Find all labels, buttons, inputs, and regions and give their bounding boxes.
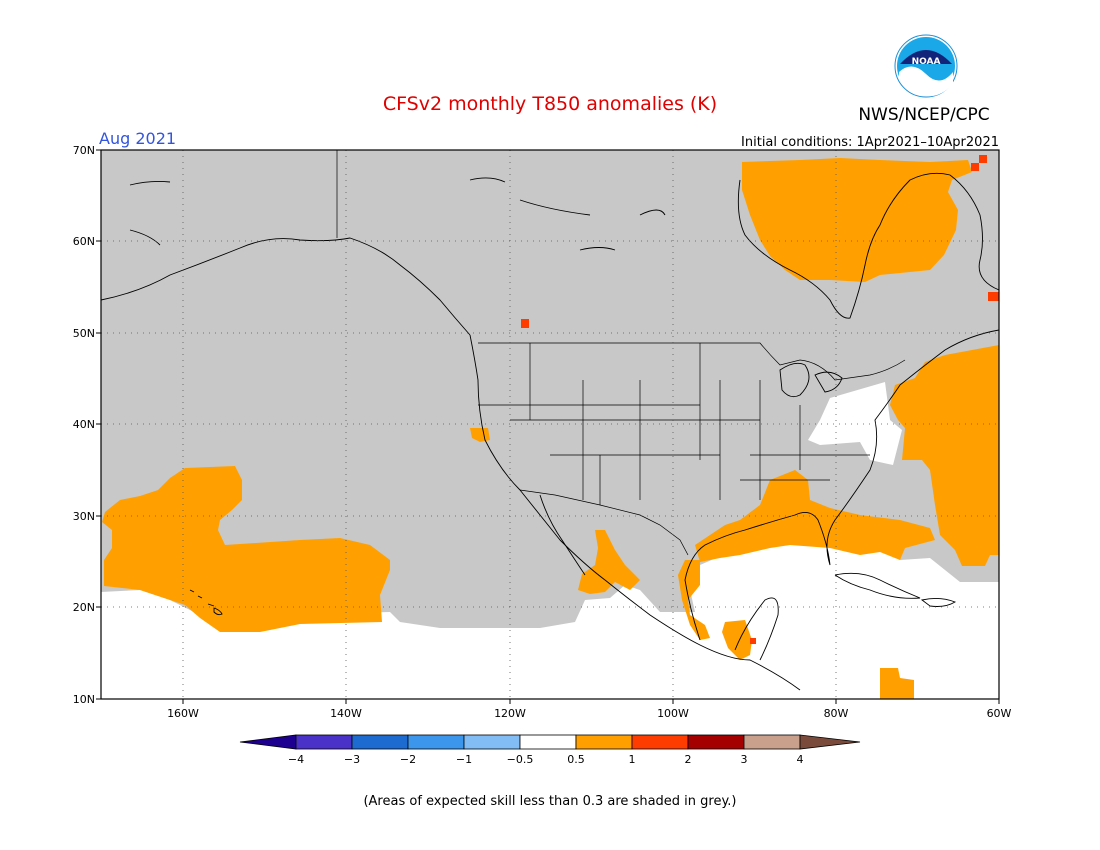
legend-label-m2: −2 [400, 753, 416, 766]
legend-swatch-above-4 [799, 734, 861, 750]
legend-swatch-p05-1 [575, 734, 633, 750]
lat-tick-10n: 10N [73, 693, 95, 706]
latitude-ticks: 70N 60N 50N 40N 30N 20N 10N [73, 144, 95, 706]
hudson-bay-coast [737, 172, 951, 319]
color-legend [239, 734, 861, 750]
legend-swatch-m1-m05 [463, 734, 521, 750]
noaa-logo: NOAA [894, 34, 958, 98]
gulf-of-mexico-coast [684, 329, 999, 641]
figure-title: CFSv2 monthly T850 anomalies (K) [383, 93, 717, 115]
legend-label-m05: −0.5 [507, 753, 534, 766]
skill-footnote: (Areas of expected skill less than 0.3 a… [363, 794, 736, 809]
lon-tick-60w: 60W [987, 707, 1012, 720]
legend-label-p1: 1 [629, 753, 636, 766]
noaa-logo-text: NOAA [912, 57, 941, 67]
lat-tick-30n: 30N [73, 510, 95, 523]
great-lakes [779, 362, 843, 398]
labrador-coast [949, 174, 999, 291]
legend-label-p2: 2 [685, 753, 692, 766]
canada-us-border [478, 342, 906, 381]
lon-tick-100w: 100W [657, 707, 689, 720]
arctic-islands [129, 177, 666, 251]
agency-label: NWS/NCEP/CPC [858, 105, 989, 125]
lat-tick-40n: 40N [73, 418, 95, 431]
lat-tick-50n: 50N [73, 327, 95, 340]
lon-tick-80w: 80W [824, 707, 849, 720]
initial-conditions-label: Initial conditions: 1Apr2021–10Apr2021 [741, 135, 999, 150]
legend-label-p05: 0.5 [567, 753, 585, 766]
hawaii-islands [189, 589, 223, 616]
us-state-grid [478, 343, 870, 505]
anomaly-hawaii-pacific [102, 466, 390, 632]
lon-tick-140w: 140W [330, 707, 362, 720]
political-borders [336, 150, 906, 556]
legend-label-p4: 4 [797, 753, 804, 766]
map-panel [101, 150, 999, 699]
anomaly-mexico-gulf [678, 560, 710, 640]
yucatan-coast [734, 597, 779, 661]
lon-tick-160w: 160W [167, 707, 199, 720]
month-label: Aug 2021 [99, 129, 176, 148]
anomaly-northeast-atlantic [890, 345, 999, 566]
legend-swatch-below-m4 [239, 734, 297, 750]
lat-tick-60n: 60N [73, 235, 95, 248]
cuba [834, 572, 921, 599]
legend-labels: −4 −3 −2 −1 −0.5 0.5 1 2 3 4 [288, 753, 804, 766]
legend-swatch-p1-2 [631, 734, 689, 750]
legend-swatch-m4-m3 [295, 734, 353, 750]
coastlines [101, 172, 999, 691]
legend-swatch-m2-m1 [407, 734, 465, 750]
strong-warm-anomaly-cells [521, 155, 999, 644]
us-mexico-border [519, 489, 689, 556]
legend-label-m4: −4 [288, 753, 304, 766]
legend-swatch-m3-m2 [351, 734, 409, 750]
anomaly-baja-sonora [578, 530, 640, 594]
longitude-ticks: 160W 140W 120W 100W 80W 60W [167, 707, 1011, 720]
lat-tick-marks [96, 149, 101, 700]
legend-label-m3: −3 [344, 753, 360, 766]
near-zero-white-patch [808, 382, 902, 465]
legend-label-p3: 3 [741, 753, 748, 766]
west-coast [469, 334, 801, 691]
baja-peninsula [539, 494, 586, 576]
lat-tick-70n: 70N [73, 144, 95, 157]
legend-swatch-p3-4 [743, 734, 801, 750]
alaska-coast [101, 237, 471, 336]
legend-label-m1: −1 [456, 753, 472, 766]
hispaniola [920, 597, 957, 607]
anomaly-caribbean-venezuela [880, 668, 914, 699]
legend-swatch-near-zero [519, 734, 577, 750]
anomaly-hudson-bay-labrador [742, 158, 972, 282]
lon-tick-marks [182, 699, 1000, 704]
lon-tick-120w: 120W [494, 707, 526, 720]
lat-tick-20n: 20N [73, 601, 95, 614]
legend-swatch-p2-3 [687, 734, 745, 750]
